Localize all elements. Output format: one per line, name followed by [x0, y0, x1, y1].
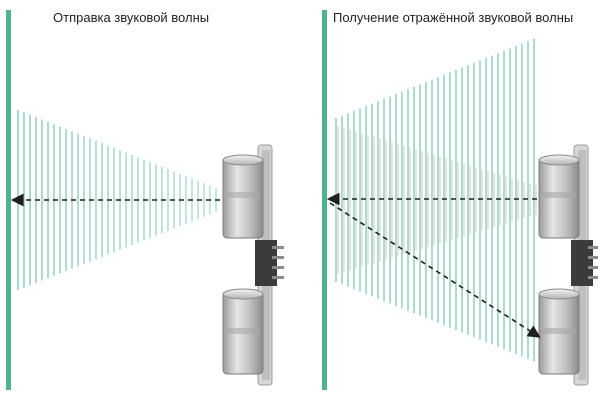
panel-title-sending: Отправка звуковой волны [53, 10, 210, 25]
panel-title-receiving: Получение отражённой звуковой волны [333, 10, 574, 25]
ultrasonic-sensor-icon [222, 144, 284, 386]
reflected-wave-lines [335, 38, 537, 362]
ultrasonic-sensor-icon [538, 144, 598, 386]
left-wall [6, 10, 11, 390]
right-panel-wall [322, 10, 327, 390]
